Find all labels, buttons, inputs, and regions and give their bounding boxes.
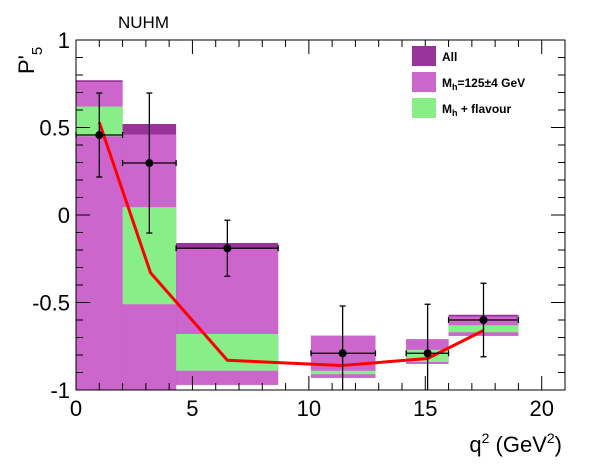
legend-label: Mh + flavour: [442, 102, 512, 118]
legend-label-part: h: [452, 108, 458, 118]
legend-swatch: [412, 72, 436, 92]
legend-label-part: M: [442, 102, 452, 116]
x-label-part: q: [469, 432, 481, 457]
data-point: [405, 303, 450, 390]
data-point: [175, 219, 279, 277]
point-marker: [338, 349, 347, 358]
y-tick-label: 1: [58, 28, 70, 53]
y-label-part: 5: [29, 47, 46, 55]
legend-label: All: [442, 50, 457, 64]
point-marker: [95, 131, 104, 140]
legend-entry: Mh + flavour: [412, 98, 512, 118]
x-label-part: ): [555, 432, 562, 457]
legend-label-part: =125±4 GeV: [458, 76, 526, 90]
x-tick-label: 5: [186, 396, 198, 421]
data-point: [310, 305, 377, 390]
legend-label: Mh=125±4 GeV: [442, 76, 525, 92]
y-tick-label: 0.5: [39, 116, 70, 141]
point-marker: [223, 244, 232, 253]
point-marker: [423, 349, 432, 358]
y-axis-label: P'5: [14, 47, 46, 74]
y-label-part: P': [14, 55, 39, 74]
legend-entry: Mh=125±4 GeV: [412, 72, 525, 92]
legend-swatch: [412, 98, 436, 118]
legend-label-part: + flavour: [458, 102, 512, 116]
chart-title: NUHM: [118, 13, 169, 32]
legend-label-part: h: [452, 82, 458, 92]
x-label-part: 2: [547, 430, 555, 446]
band-box: [176, 334, 279, 371]
data-point: [75, 92, 124, 178]
x-label-part: 2: [482, 430, 490, 446]
data-point: [121, 92, 177, 234]
data-point: [447, 282, 520, 358]
point-marker: [479, 316, 488, 324]
x-tick-label: 10: [297, 396, 321, 421]
x-tick-label: 15: [413, 396, 437, 421]
point-marker: [145, 159, 154, 168]
x-tick-label: 20: [529, 396, 553, 421]
x-axis-label: q2 (GeV2): [469, 430, 562, 457]
y-tick-label: -1: [50, 378, 70, 403]
legend-label-part: M: [442, 76, 452, 90]
legend-swatch: [412, 46, 436, 66]
y-tick-label: 0: [58, 203, 70, 228]
legend-entry: All: [412, 46, 457, 66]
x-label-part: (GeV: [489, 432, 547, 457]
y-tick-label: -0.5: [32, 291, 70, 316]
legend-label-part: All: [442, 50, 457, 64]
x-tick-label: 0: [70, 396, 82, 421]
